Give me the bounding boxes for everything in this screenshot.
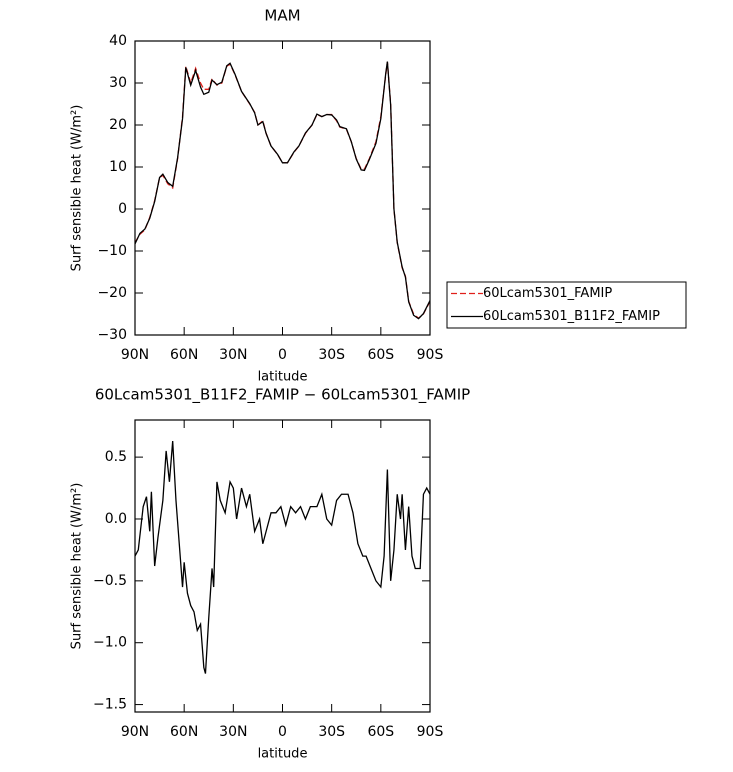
y-tick-label: −10 [97, 243, 127, 259]
y-tick-label: 0.0 [105, 511, 127, 527]
series-line [134, 61, 431, 320]
series-line [134, 440, 431, 674]
x-tick-label: 60S [367, 347, 394, 363]
chart-title: MAM [264, 7, 300, 25]
y-tick-label: 0.5 [105, 449, 127, 465]
x-tick-label: 90S [417, 724, 444, 740]
x-tick-label: 30N [219, 347, 247, 363]
y-tick-label: 30 [109, 75, 127, 91]
y-tick-label: 40 [109, 33, 127, 49]
y-tick-label: −20 [97, 285, 127, 301]
legend-label: 60Lcam5301_FAMIP [483, 286, 612, 301]
x-axis-label: latitude [258, 370, 308, 385]
x-tick-label: 30N [219, 724, 247, 740]
x-tick-label: 30S [318, 724, 345, 740]
panel: MAM latitude Surf sensible heat (W/m²) −30 −… [70, 7, 687, 385]
x-tick-label: 60S [367, 724, 394, 740]
chart-title: 60Lcam5301_B11F2_FAMIP − 60Lcam5301_FAMI… [95, 386, 470, 405]
x-tick-label: 0 [278, 347, 287, 363]
y-tick-label: 20 [109, 117, 127, 133]
y-axis-label: Surf sensible heat (W/m²) [70, 105, 85, 272]
x-tick-label: 90S [417, 347, 444, 363]
y-tick-label: −0.5 [93, 573, 127, 589]
y-tick-label: −1.0 [93, 635, 127, 651]
legend-box [446, 281, 687, 329]
x-tick-label: 60N [170, 724, 198, 740]
y-tick-label: 10 [109, 159, 127, 175]
plot-frame [134, 419, 431, 713]
x-tick-label: 90N [121, 347, 149, 363]
panel: 60Lcam5301_B11F2_FAMIP − 60Lcam5301_FAMI… [70, 386, 471, 762]
series-line [134, 61, 431, 320]
x-tick-label: 30S [318, 347, 345, 363]
y-tick-label: −1.5 [93, 697, 127, 713]
y-axis-label: Surf sensible heat (W/m²) [70, 483, 85, 650]
y-tick-label: −30 [97, 327, 127, 343]
x-tick-label: 90N [121, 724, 149, 740]
x-tick-label: 60N [170, 347, 198, 363]
y-tick-label: 0 [118, 201, 127, 217]
x-tick-label: 0 [278, 724, 287, 740]
legend-label: 60Lcam5301_B11F2_FAMIP [483, 309, 660, 324]
x-axis-label: latitude [258, 747, 308, 762]
plot-frame [134, 40, 431, 336]
